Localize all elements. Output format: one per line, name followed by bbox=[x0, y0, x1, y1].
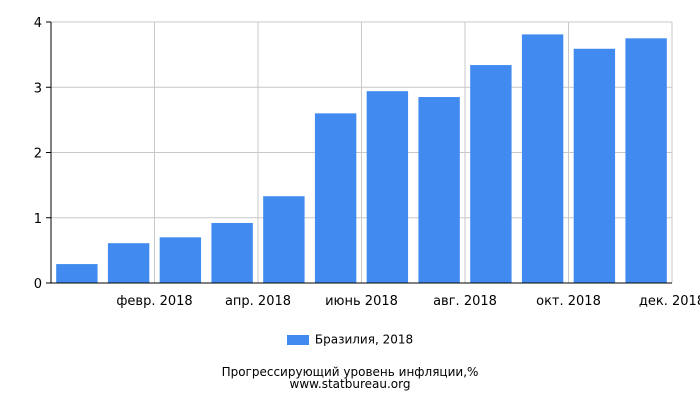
chart-caption: Прогрессирующий уровень инфляции,% bbox=[221, 365, 479, 379]
source-url: www.statbureau.org bbox=[289, 377, 411, 391]
bar bbox=[56, 264, 98, 283]
y-tick-label: 3 bbox=[34, 81, 42, 96]
x-tick-label: июнь 2018 bbox=[325, 294, 398, 309]
bar bbox=[366, 91, 409, 283]
bar bbox=[470, 65, 512, 283]
bar-chart: 0 1 2 3 4 февр. 2018 апр. 2018 июнь 2018 авг. 20… bbox=[34, 16, 700, 309]
bar bbox=[314, 113, 357, 283]
x-tick-label: февр. 2018 bbox=[116, 294, 192, 309]
y-tick-label: 2 bbox=[34, 147, 42, 162]
x-tick-label: апр. 2018 bbox=[225, 294, 291, 309]
bar bbox=[107, 243, 150, 283]
bar bbox=[211, 222, 253, 283]
bar bbox=[418, 97, 460, 283]
x-tick-label: дек. 2018 bbox=[639, 294, 700, 309]
bar bbox=[521, 34, 564, 284]
legend: Бразилия, 2018 bbox=[0, 332, 700, 347]
legend-swatch bbox=[286, 334, 309, 345]
y-tick-label: 4 bbox=[34, 16, 42, 31]
bar bbox=[263, 196, 305, 283]
x-tick-label: окт. 2018 bbox=[536, 294, 601, 309]
bar bbox=[159, 237, 202, 283]
bar bbox=[625, 38, 667, 283]
y-tick-label: 1 bbox=[34, 212, 42, 227]
y-tick-label: 0 bbox=[34, 277, 42, 292]
x-tick-label: авг. 2018 bbox=[433, 294, 497, 309]
bar bbox=[573, 48, 616, 283]
legend-label: Бразилия, 2018 bbox=[314, 332, 414, 347]
